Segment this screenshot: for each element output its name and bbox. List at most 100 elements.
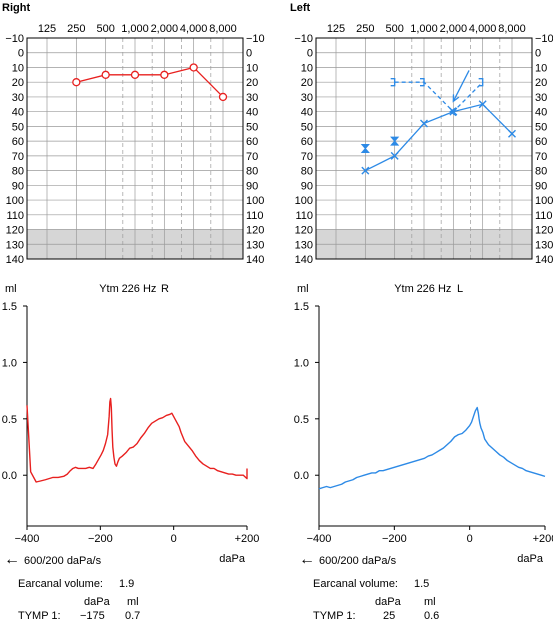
y-tick-label-left: 140 bbox=[295, 254, 313, 266]
marker-x bbox=[420, 119, 428, 128]
y-tick-label-left: 90 bbox=[12, 180, 24, 192]
y-tick-label-right: 140 bbox=[535, 254, 553, 266]
right-speed-arrow: ← bbox=[4, 551, 20, 568]
y-tick-label-right: 10 bbox=[535, 62, 547, 74]
marker-circle bbox=[160, 70, 169, 79]
x-tick-label: +200 bbox=[533, 533, 553, 545]
y-tick-label-right: 30 bbox=[535, 92, 547, 104]
y-tick-label-left: −10 bbox=[5, 33, 24, 45]
right-row-label: TYMP 1: bbox=[18, 610, 61, 622]
y-tick-label: 0.0 bbox=[2, 470, 17, 482]
marker-circle bbox=[101, 70, 110, 79]
y-tick-label-right: 140 bbox=[246, 254, 264, 266]
y-tick-label-left: 80 bbox=[12, 166, 24, 178]
audiogram-left: −10 −10 0 0 10 10 20 20 30 30 40 40 50 50 60 60 70 70 80 80… bbox=[294, 23, 553, 266]
y-tick-label-right: 120 bbox=[535, 225, 553, 237]
y-tick-label-left: 10 bbox=[12, 62, 24, 74]
marker-bracket bbox=[478, 78, 484, 87]
y-tick-label-left: 70 bbox=[12, 151, 24, 163]
y-tick-label-left: 40 bbox=[12, 107, 24, 119]
x-tick-label: 8,000 bbox=[498, 23, 526, 35]
y-tick-label: 1.5 bbox=[294, 301, 309, 313]
x-tick-label: −400 bbox=[15, 533, 40, 545]
marker-circle bbox=[189, 63, 198, 72]
header-frequency: 226 Hz bbox=[417, 283, 452, 295]
left-dapa-value: 25 bbox=[383, 610, 396, 622]
tymp-curve bbox=[26, 397, 248, 483]
right-volume-value: 1.9 bbox=[119, 578, 135, 590]
marker-circle bbox=[72, 78, 81, 87]
left-panel-title: Left bbox=[290, 2, 311, 14]
y-tick-label-left: 60 bbox=[301, 136, 313, 148]
y-tick-label-right: 20 bbox=[535, 77, 547, 89]
y-tick-label-right: 100 bbox=[535, 195, 553, 207]
marker-x bbox=[508, 129, 516, 138]
y-tick-label-right: 50 bbox=[535, 121, 547, 133]
y-tick-label-left: 0 bbox=[18, 48, 24, 60]
x-tick-label: 0 bbox=[171, 533, 177, 545]
series-line bbox=[365, 103, 513, 172]
y-tick-label-left: 130 bbox=[6, 239, 24, 251]
x-tick-label: 1,000 bbox=[410, 23, 438, 35]
right-dapa-value: −175 bbox=[80, 610, 105, 622]
y-tick-label-right: 50 bbox=[246, 121, 258, 133]
y-tick-label-left: 10 bbox=[301, 62, 313, 74]
y-tick-label-left: 20 bbox=[12, 77, 24, 89]
y-tick-label-right: 120 bbox=[246, 225, 264, 237]
x-tick-label: 250 bbox=[356, 23, 374, 35]
tymp-curve bbox=[318, 406, 546, 490]
y-tick-label-left: 120 bbox=[6, 225, 24, 237]
y-unit-label: ml bbox=[297, 283, 309, 295]
y-tick-label-right: 40 bbox=[535, 107, 547, 119]
y-tick-label: 0.0 bbox=[294, 470, 309, 482]
y-tick-label-right: 10 bbox=[246, 62, 258, 74]
y-tick-label: 0.5 bbox=[2, 414, 17, 426]
x-tick-label: 250 bbox=[67, 23, 85, 35]
x-tick-label: 8,000 bbox=[209, 23, 237, 35]
y-tick-label-left: 80 bbox=[301, 166, 313, 178]
y-tick-label-right: 60 bbox=[535, 136, 547, 148]
y-tick-label-right: 110 bbox=[535, 210, 553, 222]
header-ear: R bbox=[161, 283, 169, 295]
y-tick-label-left: −10 bbox=[294, 33, 313, 45]
y-tick-label: 0.5 bbox=[294, 414, 309, 426]
y-tick-label: 1.0 bbox=[294, 357, 309, 369]
y-tick-label-left: 100 bbox=[295, 195, 313, 207]
y-tick-label-right: 60 bbox=[246, 136, 258, 148]
y-tick-label-left: 100 bbox=[6, 195, 24, 207]
y-tick-label-right: 80 bbox=[535, 166, 547, 178]
y-tick-label-right: 130 bbox=[246, 239, 264, 251]
x-unit-label: daPa bbox=[517, 553, 544, 565]
y-tick-label-left: 140 bbox=[6, 254, 24, 266]
left-speed-label: 600/200 daPa/s bbox=[319, 555, 397, 567]
y-tick-label-left: 30 bbox=[301, 92, 313, 104]
y-tick-label-left: 20 bbox=[301, 77, 313, 89]
y-tick-label: 1.5 bbox=[2, 301, 17, 313]
marker-hourglass bbox=[360, 144, 370, 153]
marker-bracket bbox=[390, 78, 396, 87]
y-tick-label-right: 80 bbox=[246, 166, 258, 178]
y-tick-label-left: 130 bbox=[295, 239, 313, 251]
x-tick-label: 500 bbox=[96, 23, 114, 35]
x-unit-label: daPa bbox=[219, 553, 246, 565]
marker-x bbox=[361, 166, 370, 175]
y-tick-label-left: 30 bbox=[12, 92, 24, 104]
right-panel-title: Right bbox=[2, 2, 31, 14]
header-frequency: 226 Hz bbox=[122, 283, 157, 295]
marker-bracket bbox=[420, 78, 425, 87]
y-tick-label-left: 0 bbox=[307, 48, 313, 60]
x-tick-label: +200 bbox=[235, 533, 260, 545]
y-unit-label: ml bbox=[5, 283, 17, 295]
marker-hourglass bbox=[390, 136, 400, 146]
x-tick-label: −400 bbox=[307, 533, 332, 545]
y-tick-label-right: 0 bbox=[535, 48, 541, 60]
y-tick-label-right: 70 bbox=[535, 151, 547, 163]
marker-x bbox=[390, 151, 399, 160]
y-tick-label-right: −10 bbox=[535, 33, 553, 45]
series-line bbox=[76, 66, 224, 98]
y-tick-label-left: 40 bbox=[301, 107, 313, 119]
y-tick-label-left: 70 bbox=[301, 151, 313, 163]
y-tick-label-left: 110 bbox=[295, 210, 313, 222]
